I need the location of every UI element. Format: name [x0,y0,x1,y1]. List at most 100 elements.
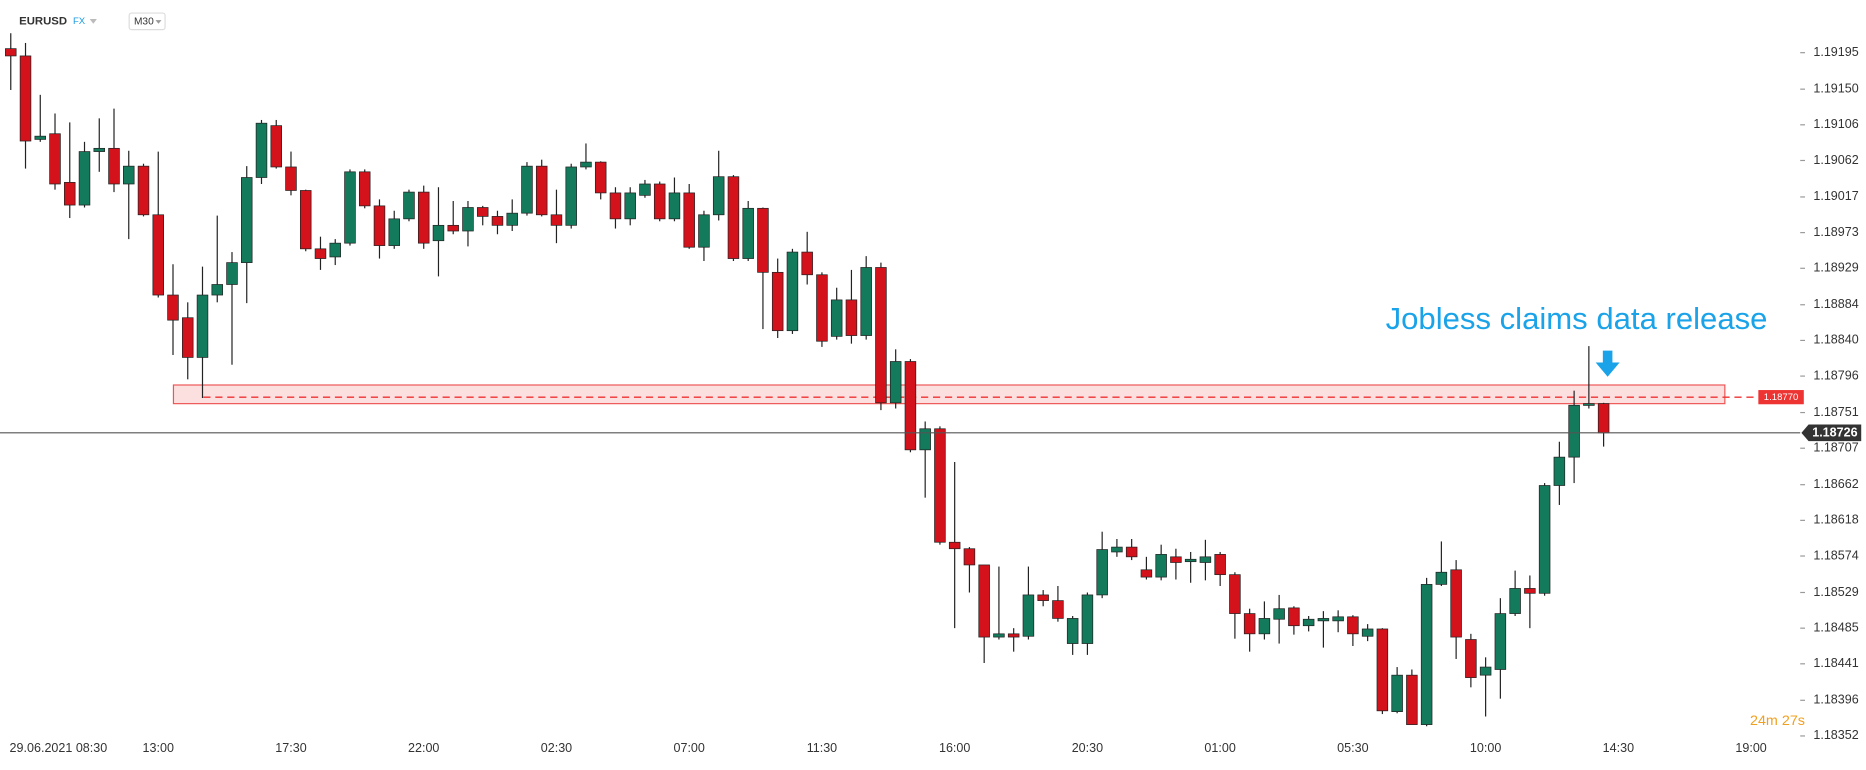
candle-body [580,161,592,168]
candle-body [373,205,386,246]
candle-body [1361,628,1374,637]
x-tick-label: 22:00 [408,741,439,755]
candle-body [742,207,754,259]
y-tick-label: 1.18485 [1813,620,1858,634]
candle-body [1288,607,1300,627]
candle-body [1494,613,1507,670]
candle-body [889,361,902,404]
candle-body [1037,594,1049,601]
dropdown-icon[interactable] [89,18,97,24]
candle-body [314,248,327,259]
arrow-icon [1595,350,1620,377]
timeframe[interactable]: M30 [134,17,154,28]
annotation: Jobless claims data release [1386,301,1768,336]
y-tick-label: 1.19106 [1813,117,1858,131]
candle-body [432,224,445,242]
candle-body [1420,584,1433,725]
candle-body [1332,616,1344,622]
candle-body [904,361,917,451]
y-tick-label: 1.18618 [1813,513,1858,527]
candle-body [506,212,518,226]
candle-body [1583,403,1595,406]
candle-body [93,147,105,152]
dropdown-icon[interactable] [155,20,162,24]
candle-body [1184,558,1197,563]
candle-body [816,274,828,342]
candle-body [712,176,725,216]
candle-body [196,294,209,358]
candle-body [299,190,312,250]
x-tick-label: 19:00 [1735,741,1766,755]
x-tick-label: 07:00 [673,741,704,755]
candle-body [1170,556,1182,563]
candle-body [1155,554,1167,578]
y-tick-label: 1.18707 [1813,441,1858,455]
candle-body [78,151,91,206]
candle-body [270,125,282,168]
candle-body [344,171,356,244]
candle-body [1081,594,1094,644]
candle-body [255,122,268,178]
candle-body [919,428,931,451]
candle-body [211,284,223,296]
candle-body [1509,588,1521,614]
candle-body [1052,600,1064,619]
y-tick-label: 1.18529 [1813,585,1858,599]
candle-body [1066,618,1079,644]
candle-body [860,267,872,336]
x-tick-label: 05:30 [1337,741,1368,755]
candle-body [978,564,990,638]
candle-body [1553,456,1566,486]
x-tick-label: 20:30 [1072,741,1103,755]
candle-body [668,192,681,220]
candle-body [1391,674,1403,712]
candle-body [1347,616,1359,635]
candle-body [801,251,813,276]
candle-body [241,177,253,263]
candle-body [948,541,961,550]
timeframe-button[interactable] [128,12,166,31]
y-tick-label: 1.18840 [1813,333,1858,347]
y-tick-label: 1.18352 [1813,728,1858,742]
candle-body [1406,674,1418,725]
candle-body [285,166,297,191]
x-tick-label: 01:00 [1204,741,1235,755]
candle-body [1022,594,1035,637]
current-price-label: 1.18726 [1812,426,1857,440]
symbol[interactable]: EURUSD [19,15,67,27]
candle-body [1125,546,1138,558]
candle-body [462,207,474,232]
candle-body [830,299,843,337]
x-tick-label: 10:00 [1470,741,1501,755]
candle-body [535,165,548,216]
candle-body [1140,569,1153,578]
x-tick-label: 16:00 [939,741,970,755]
candle-body [1538,485,1551,594]
candle-body [1568,404,1580,458]
candle-body [698,214,710,248]
candle-body [491,216,504,226]
y-tick-label: 1.18441 [1813,656,1858,670]
candle-body [1214,554,1226,576]
candle-body [329,242,341,258]
candle-body [123,165,135,185]
candle-body [152,214,164,296]
candle-body [521,165,533,214]
level-label-box [1758,390,1804,405]
y-tick-label: 1.18929 [1813,261,1858,275]
y-tick-label: 1.18973 [1813,225,1858,239]
candle-body [476,207,489,217]
candle-body [403,191,415,220]
candle-body [447,224,459,232]
y-tick-label: 1.18396 [1813,693,1858,707]
candle-body [19,55,32,142]
resistance-zone [172,384,1726,405]
candle-body [993,633,1005,638]
candle-body [1302,618,1315,627]
candle-body [417,191,430,244]
level-label: 1.18770 [1764,392,1799,403]
candle-body [757,207,769,273]
candle-body [727,176,740,259]
y-tick-label: 1.18796 [1813,368,1858,382]
